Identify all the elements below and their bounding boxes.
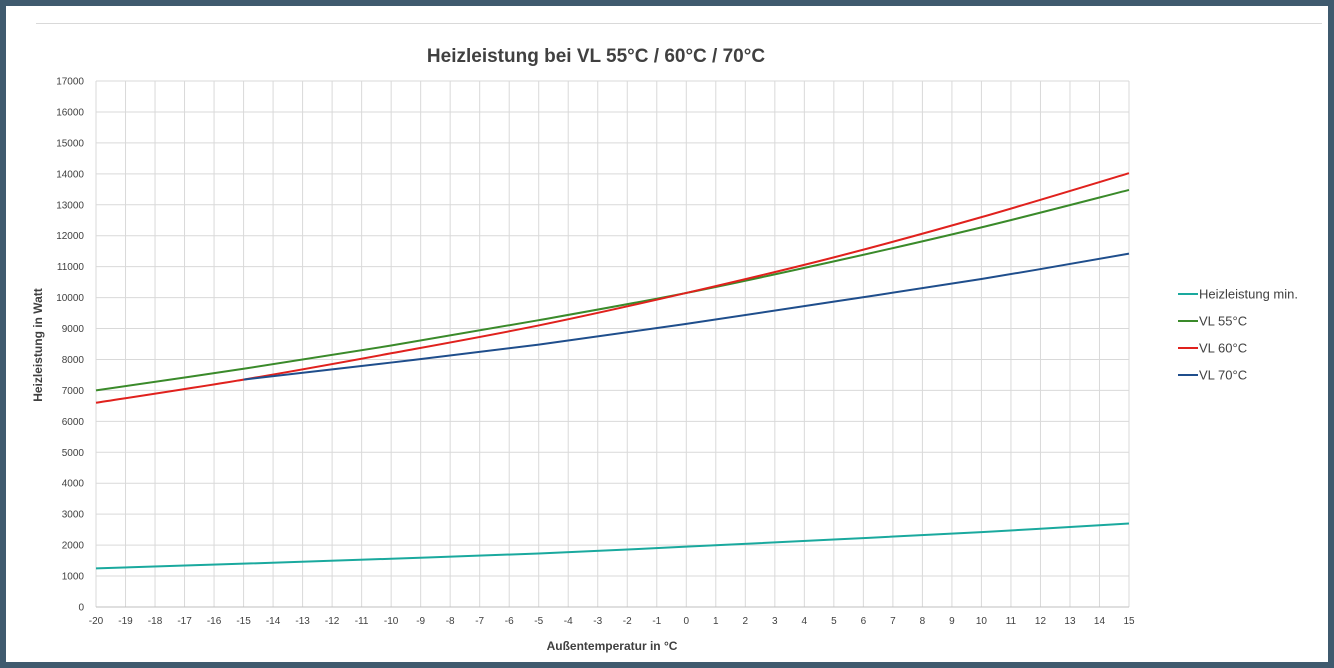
series-line-vl-55-c	[95, 188, 1130, 392]
x-tick-label: 1	[713, 616, 719, 627]
x-tick-label: 6	[861, 616, 867, 627]
x-tick-label: 7	[890, 616, 896, 627]
x-tick-label: -3	[593, 616, 602, 627]
x-tick-label: 14	[1094, 616, 1106, 627]
x-tick-label: -11	[355, 616, 369, 627]
y-tick-label: 6000	[62, 417, 85, 428]
x-tick-label: -20	[89, 616, 104, 627]
x-tick-label: 0	[684, 616, 690, 627]
x-tick-label: -7	[475, 616, 484, 627]
y-tick-label: 4000	[62, 479, 85, 490]
x-tick-label: -10	[384, 616, 399, 627]
x-tick-label: 10	[976, 616, 988, 627]
x-tick-label: -18	[148, 616, 163, 627]
x-tick-label: -15	[236, 616, 251, 627]
x-tick-label: -1	[652, 616, 661, 627]
x-tick-label: 9	[949, 616, 955, 627]
x-tick-label: -14	[266, 616, 281, 627]
legend: Heizleistung min. VL 55°C VL 60°C VL 70°C	[1178, 287, 1298, 383]
legend-label-vl-70-c: VL 70°C	[1199, 368, 1247, 383]
x-tick-label: 5	[831, 616, 837, 627]
x-tick-label: -16	[207, 616, 222, 627]
x-tick-label: 3	[772, 616, 778, 627]
legend-label-vl-60-c: VL 60°C	[1199, 341, 1247, 356]
x-tick-label: -19	[118, 616, 133, 627]
grid-lines	[95, 80, 1130, 608]
top-rule	[36, 23, 1322, 24]
y-axis-label: Heizleistung in Watt	[31, 288, 45, 402]
y-tick-label: 7000	[62, 386, 85, 397]
y-tick-label: 16000	[56, 107, 84, 118]
y-tick-label: 5000	[62, 448, 85, 459]
y-tick-label: 1000	[62, 572, 85, 583]
chart-title: Heizleistung bei VL 55°C / 60°C / 70°C	[427, 46, 765, 67]
y-tick-label: 9000	[62, 324, 85, 335]
series-lines	[95, 172, 1130, 570]
x-axis-label: Außentemperatur in °C	[547, 639, 678, 653]
y-tick-label: 13000	[56, 200, 84, 211]
x-tick-label: 13	[1064, 616, 1076, 627]
x-tick-label: -12	[325, 616, 340, 627]
y-tick-label: 11000	[57, 262, 85, 273]
x-tick-label: -6	[505, 616, 514, 627]
x-tick-label: 2	[743, 616, 749, 627]
x-tick-label: -2	[623, 616, 632, 627]
x-tick-label: 4	[802, 616, 808, 627]
y-tick-label: 2000	[62, 541, 85, 552]
y-tick-label: 17000	[56, 77, 84, 88]
y-tick-label: 12000	[56, 231, 84, 242]
legend-label-vl-55-c: VL 55°C	[1199, 314, 1247, 329]
x-tick-label: -8	[446, 616, 455, 627]
x-tick-labels: -20 -19 -18 -17 -16 -15 -14 -13 -12 -11 -10 -9 -8 -7-…	[89, 616, 1135, 627]
x-tick-label: -4	[564, 616, 573, 627]
y-tick-labels: 0 1000 2000 3000 4000 5000 6000 7000 8000 9000 100…	[56, 77, 84, 614]
series-line-heizleistung-min	[95, 522, 1130, 570]
x-tick-label: 15	[1123, 616, 1135, 627]
y-tick-label: 3000	[62, 510, 85, 521]
series-line-vl-70-c	[243, 252, 1130, 381]
y-tick-label: 14000	[56, 169, 84, 180]
y-tick-label: 15000	[56, 138, 84, 149]
x-tick-label: 8	[920, 616, 926, 627]
x-tick-label: -17	[177, 616, 192, 627]
x-tick-label: 11	[1006, 616, 1017, 627]
x-tick-label: -9	[416, 616, 425, 627]
x-tick-label: -13	[295, 616, 310, 627]
y-tick-label: 8000	[62, 355, 85, 366]
x-tick-label: 12	[1035, 616, 1047, 627]
legend-label-heizleistung-min: Heizleistung min.	[1199, 287, 1298, 302]
y-tick-label: 0	[78, 603, 84, 614]
x-tick-label: -5	[534, 616, 543, 627]
y-tick-label: 10000	[56, 293, 84, 304]
